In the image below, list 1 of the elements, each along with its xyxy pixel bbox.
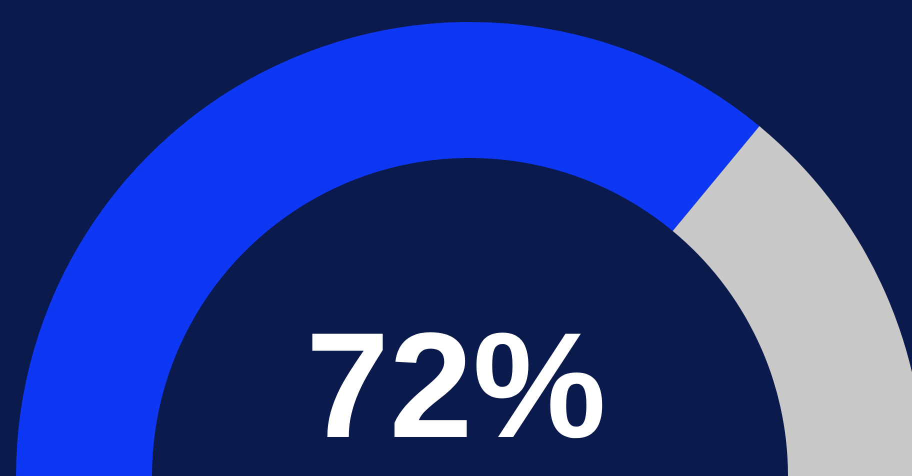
text: 72% bbox=[306, 301, 606, 469]
